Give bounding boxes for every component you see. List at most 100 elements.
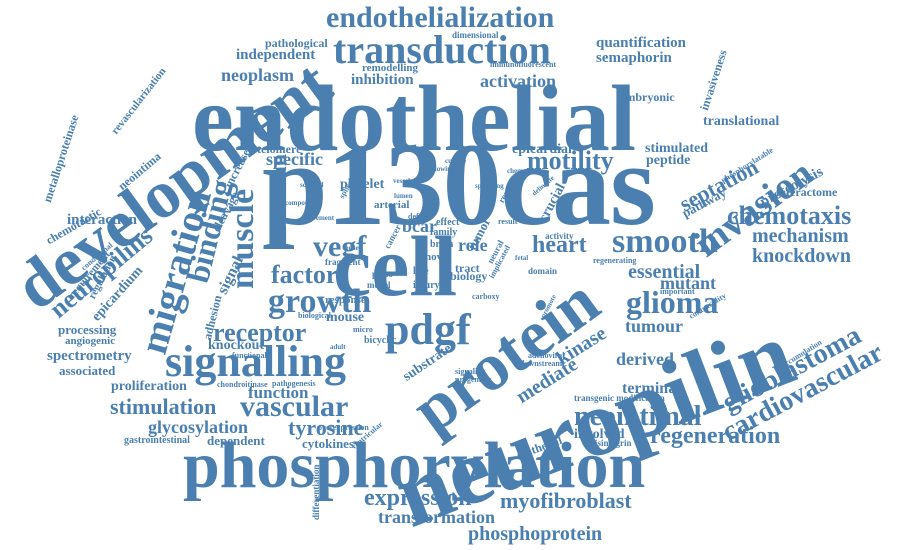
word-revascularization: revascularization (109, 65, 169, 137)
word-chemotaxis: chemotaxis (727, 201, 852, 230)
word-family: family (430, 227, 458, 238)
word-knockdown: knockdown (752, 245, 851, 267)
word-quantification: quantification (596, 35, 687, 51)
word-regenerating: regenerating (593, 256, 637, 265)
word-endothelial: endothelial (192, 67, 636, 171)
word-angiogenic: angiogenic (65, 335, 116, 347)
word-epicardial: epicardial (512, 142, 572, 157)
word-glioma: glioma (626, 284, 719, 320)
word-essential: essential (628, 261, 701, 283)
word-pathogenesis: pathogenesis (272, 379, 316, 388)
word-embryonic: embryonic (620, 90, 675, 104)
word-assay: assay (448, 191, 464, 199)
word-regeneration: regeneration (650, 423, 781, 449)
word-mass: mass (418, 185, 433, 193)
word-result: result (498, 217, 518, 226)
word-invasiveness: invasiveness (697, 48, 730, 113)
word-chemokine: chemokine (507, 167, 540, 175)
word-knockout: knockout (208, 338, 265, 353)
word-functional: functional (232, 351, 267, 360)
word-brain: brain (430, 239, 454, 250)
word-model: model (367, 280, 391, 290)
word-inhibition: inhibition (351, 72, 414, 88)
word-micro: micro (353, 325, 373, 334)
word-transformation: transformation (378, 507, 495, 527)
word-defect: defect (408, 212, 429, 221)
word-biology: biology (450, 269, 488, 283)
word-activity: activity (545, 231, 574, 241)
word-following: following (427, 165, 455, 173)
word-adult: adult (330, 343, 346, 351)
word-bicyclic: bicyclic (364, 335, 397, 346)
word-translational: translational (703, 114, 780, 129)
word-independent: independent (236, 47, 316, 63)
word-phosphorylation: phosphorylation (183, 429, 646, 502)
word-myofibroblast: myofibroblast (500, 488, 632, 513)
word-terminal: terminal (622, 380, 681, 397)
word-phosphoprotein: phosphoprotein (468, 523, 603, 545)
word-fetal: fetal (515, 254, 529, 262)
word-cytokines: cytokines (302, 436, 354, 451)
word-transduction: transduction (333, 27, 551, 72)
word-vegf: vegf (313, 230, 367, 263)
word-telomere: telomere (257, 142, 302, 156)
word-neoplasm: neoplasm (221, 65, 295, 85)
word-processing: processing (58, 322, 117, 337)
word-stimulation: stimulation (110, 394, 217, 419)
word-arterial: arterial (374, 199, 410, 211)
word-interaction: interaction (67, 212, 137, 228)
word-mouse: mouse (326, 310, 365, 325)
word-function: function (248, 383, 309, 402)
word-metalloproteinase: metalloproteinase (40, 113, 82, 205)
word-important: important (660, 287, 695, 296)
word-pathological: pathological (265, 36, 328, 50)
word-progenitor: progenitor (455, 375, 492, 384)
word-lumen: lumen (394, 192, 413, 200)
word-signalling: signalling (165, 337, 346, 386)
word-proliferation: proliferation (111, 379, 187, 394)
word-cell: cell (333, 218, 458, 314)
word-associated: associated (59, 363, 116, 378)
word-smooth: smooth (612, 223, 718, 260)
word-derived: derived (616, 349, 674, 369)
word-semaphorin: semaphorin (596, 50, 672, 66)
word-immunofluorescent: immunofluorescent (490, 60, 557, 69)
word-biological: biological (298, 311, 331, 320)
word-specific: specific (266, 149, 323, 169)
word-chondroitinase: chondroitinase (217, 380, 268, 389)
word-factor: factor (271, 260, 338, 289)
word-endothelialization: endothelialization (326, 1, 555, 34)
word-culture: culture (445, 157, 467, 165)
word-movement: movement (303, 214, 335, 222)
word-p130cas: p130cas (262, 119, 656, 250)
word-receptor: receptor (213, 318, 307, 347)
word-dimensional: dimensional (452, 30, 499, 40)
word-heart: heart (532, 232, 587, 258)
word-line: line (413, 266, 429, 277)
word-glycosylation: glycosylation (148, 417, 249, 437)
word-differentiation: differentiation (311, 464, 321, 520)
word-scaffold: scaffold (300, 181, 324, 189)
word-platelet: platelet (340, 177, 385, 192)
word-carboxy: carboxy (472, 292, 500, 301)
word-gene: gene (345, 244, 359, 252)
word-effect: effect (436, 217, 460, 228)
word-disintegrin: disintegrin (590, 438, 632, 448)
word-stimulated: stimulated (645, 141, 708, 156)
word-proto: proto (372, 269, 393, 279)
word-vessel: vessel (393, 177, 411, 185)
word-vascular: vascular (240, 390, 349, 423)
word-expression: expression (364, 485, 472, 511)
word-bcar: bcar (402, 216, 437, 236)
word-mechanism: mechanism (752, 225, 849, 247)
word-pdgf: pdgf (385, 305, 471, 354)
word-signaling: signaling (455, 367, 486, 376)
word-injury: injury (413, 280, 440, 291)
word-novel: novel (425, 251, 451, 263)
word-activation: activation (480, 71, 556, 91)
word-fragment: fragment (325, 257, 361, 267)
word-gastrointestinal: gastrointestinal (124, 435, 190, 446)
word-transgenic-modification: transgenic modification (574, 393, 665, 403)
word-remodelling: remodelling (362, 62, 419, 74)
